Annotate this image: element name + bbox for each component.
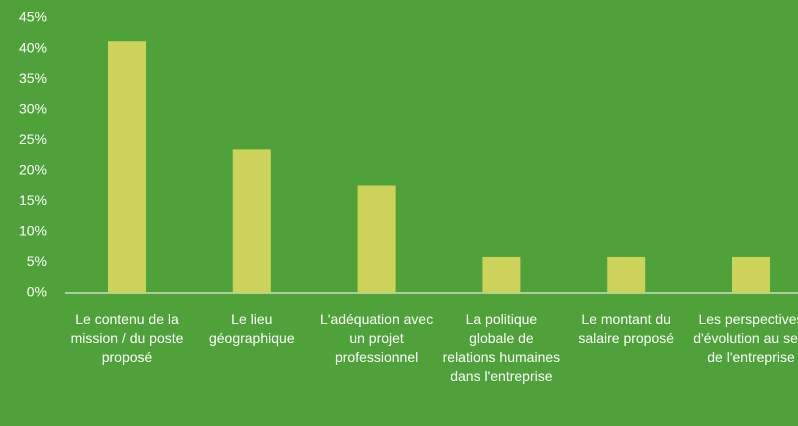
y-tick-label: 40% [19, 39, 47, 55]
bar [108, 41, 146, 293]
bar [732, 256, 770, 293]
y-tick-label: 5% [27, 253, 47, 269]
y-tick-label: 10% [19, 223, 47, 239]
x-tick-label: Le montant du salaire proposé [578, 311, 675, 346]
y-tick-label: 15% [19, 192, 47, 208]
y-tick-label: 30% [19, 100, 47, 116]
y-tick-label: 0% [27, 284, 47, 300]
bar [607, 256, 646, 293]
x-tick-label: Les perspectives d'évolution au sein de … [693, 311, 798, 365]
x-tick-label: Le lieu géographique [208, 311, 295, 346]
y-tick-label: 35% [19, 70, 47, 86]
bar [482, 256, 521, 293]
x-tick-label: L'adéquation avec un projet professionne… [319, 311, 434, 365]
bar [357, 185, 396, 293]
y-tick-label: 45% [19, 9, 47, 25]
y-tick-label: 20% [19, 161, 47, 177]
x-tick-label: La politique globale de relations humain… [442, 311, 561, 384]
bar [232, 149, 271, 293]
y-tick-label: 25% [19, 131, 47, 147]
x-tick-label: Le contenu de la mission / du poste prop… [70, 311, 184, 365]
